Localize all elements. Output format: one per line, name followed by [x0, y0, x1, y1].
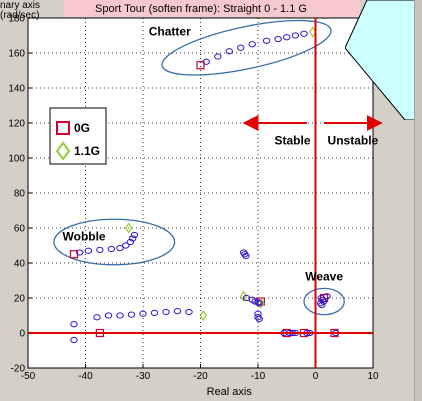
data-point-square	[196, 61, 205, 70]
data-point-circle	[128, 235, 137, 242]
data-point-circle	[237, 44, 245, 51]
data-point-circle	[173, 308, 182, 315]
x-axis-label: Real axis	[207, 386, 253, 398]
data-point-circle	[76, 249, 84, 256]
data-point-diamond	[124, 222, 133, 234]
x-tick-label: 10	[367, 371, 379, 382]
title-band	[64, 0, 360, 17]
data-point-circle	[248, 41, 256, 48]
data-point-circle	[300, 30, 308, 37]
data-point-circle	[255, 315, 263, 323]
regions	[53, 19, 345, 316]
data-point-circle	[319, 298, 328, 305]
data-point-circle	[139, 310, 147, 317]
region-label: Wobble	[63, 229, 106, 243]
data-point-circle	[70, 321, 78, 328]
data-point-circle	[70, 336, 78, 344]
data-point-circle	[116, 312, 124, 319]
legend: 0G 1.1G	[49, 107, 107, 165]
y-tick-label: 100	[8, 154, 25, 165]
data-point-circle	[130, 231, 139, 239]
data-point-circle	[104, 312, 113, 319]
data-point-circle	[214, 53, 222, 60]
legend-label: 1.1G	[74, 144, 100, 158]
data-point-diamond	[239, 290, 248, 302]
data-point-circle	[127, 311, 136, 318]
legend-label: 0G	[74, 121, 90, 135]
y-axis-label-line-2: (rad/sec)	[0, 10, 39, 21]
data-point-diamond	[257, 297, 265, 309]
region-label: Chatter	[149, 25, 191, 39]
reference-lines	[28, 18, 383, 368]
data-point-circle	[254, 299, 262, 306]
y-tick-label: 20	[14, 294, 26, 305]
x-tick-label: -30	[136, 371, 151, 382]
data-point-circle	[202, 58, 210, 65]
y-tick-label: 80	[14, 189, 26, 200]
region-ellipse	[53, 218, 176, 266]
x-tick-label: 0	[313, 371, 319, 382]
region-label: Weave	[305, 270, 343, 284]
y-axis-label-line-1: nary axis	[0, 0, 40, 11]
stability-label: Stable	[274, 134, 310, 148]
data-point-circle	[107, 245, 116, 253]
data-point-circle	[274, 35, 282, 43]
data-point-circle	[96, 246, 104, 253]
data-point-circle	[318, 301, 326, 309]
y-tick-label: -20	[11, 364, 26, 375]
annotations: Chatter Wobble Weave Stable Unstable	[63, 25, 379, 284]
axis-ticks: -50 -40 -30 -20 -10 0 10 -20 0 20 40 60 80 100 120 140 1…	[8, 14, 379, 383]
data-point-diamond	[199, 309, 208, 322]
data-point-circle	[242, 252, 250, 260]
data-point-circle	[291, 32, 300, 39]
y-tick-label: 140	[8, 84, 25, 95]
data-point-circle	[116, 245, 124, 252]
region-ellipse	[161, 19, 332, 76]
window-edge	[414, 0, 422, 401]
region-ellipse	[303, 287, 345, 316]
stability-label: Unstable	[328, 134, 379, 148]
data-point-circle	[323, 293, 331, 300]
data-point-circle	[283, 34, 291, 41]
data-point-circle	[84, 247, 93, 254]
y-tick-label: 120	[8, 119, 25, 130]
data-point-circle	[162, 308, 170, 316]
callout-shape	[345, 0, 422, 120]
legend-square-icon	[56, 121, 70, 135]
data-point-circle	[185, 308, 193, 316]
data-point-circle	[122, 242, 130, 249]
y-tick-label: 40	[14, 259, 26, 270]
legend-diamond-icon	[55, 141, 71, 161]
data-point-circle	[150, 309, 159, 316]
data-point-circle	[126, 238, 135, 246]
y-tick-label: 0	[19, 329, 25, 340]
y-tick-label: 160	[8, 49, 25, 60]
data-point-circle	[255, 300, 263, 307]
data-point-circle	[93, 314, 101, 321]
y-tick-label: 180	[8, 14, 25, 25]
chart-title: Sport Tour (soften frame): Straight 0 - …	[95, 3, 307, 15]
x-tick-label: -10	[251, 371, 266, 382]
x-tick-label: -40	[78, 371, 93, 382]
x-tick-label: -50	[21, 371, 36, 382]
data-point-circle	[262, 37, 271, 44]
y-tick-label: 60	[14, 224, 26, 235]
x-tick-label: -20	[193, 371, 208, 382]
data-point-circle	[225, 48, 233, 55]
